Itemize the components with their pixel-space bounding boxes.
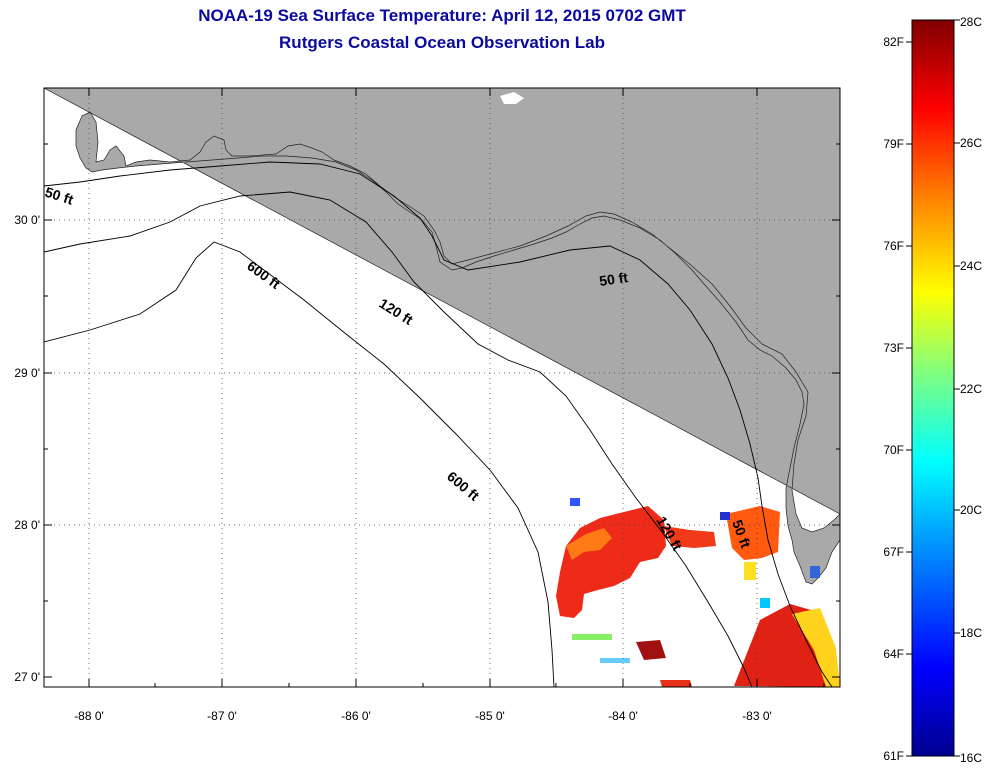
lon-label-87: -87 0'	[207, 709, 237, 723]
map-title: NOAA-19 Sea Surface Temperature: April 1…	[198, 6, 686, 25]
cbar-label-73f: 73F	[883, 341, 904, 355]
latitude-labels: 30 0' 29 0' 28 0' 27 0'	[14, 213, 40, 684]
sst-patch-green-strip	[572, 634, 612, 640]
sst-patch-dark-red	[636, 640, 666, 660]
map-subtitle: Rutgers Coastal Ocean Observation Lab	[279, 33, 605, 52]
cbar-label-22c: 22C	[960, 382, 982, 396]
cbar-label-70f: 70F	[883, 443, 904, 457]
sst-patch-cyan-east	[760, 598, 770, 608]
cbar-label-28c: 28C	[960, 15, 982, 29]
land-area	[44, 88, 840, 585]
sst-patch-yellow-coast	[792, 608, 840, 687]
cbar-label-24c: 24C	[960, 259, 982, 273]
lon-label-83: -83 0'	[742, 709, 772, 723]
sst-patch-yellow-east	[744, 562, 756, 580]
cbar-label-67f: 67F	[883, 545, 904, 559]
axis-ticks	[44, 88, 840, 687]
lat-label-30: 30 0'	[14, 213, 40, 227]
map-frame	[43, 87, 841, 688]
lat-label-28: 28 0'	[14, 518, 40, 532]
cbar-label-16c: 16C	[960, 751, 982, 765]
lon-label-88: -88 0'	[74, 709, 104, 723]
colorbar-fahrenheit-labels: 82F 79F 76F 73F 70F 67F 64F 61F	[883, 35, 904, 763]
sst-patch-warm-west	[556, 506, 666, 618]
lon-label-86: -86 0'	[341, 709, 371, 723]
cbar-label-82f: 82F	[883, 35, 904, 49]
colorbar	[911, 19, 955, 757]
sst-patch-small-south	[660, 680, 692, 687]
sst-patch-east	[726, 506, 780, 560]
sst-patch-orange-west	[566, 528, 612, 560]
cbar-label-61f: 61F	[883, 749, 904, 763]
lat-label-27: 27 0'	[14, 670, 40, 684]
isobath-120ft	[44, 191, 753, 687]
sst-patch-blue-dot	[570, 498, 580, 506]
sst-data-patches	[556, 498, 840, 687]
cbar-label-20c: 20C	[960, 503, 982, 517]
sst-patch-blue-dot-east	[720, 512, 730, 520]
cbar-label-26c: 26C	[960, 136, 982, 150]
isobath-lines	[44, 161, 833, 687]
bay-water	[46, 158, 86, 174]
sst-patch-cyan-strip	[600, 658, 630, 663]
colorbar-ticks	[906, 19, 960, 757]
colorbar-celsius-labels: 28C 26C 24C 22C 20C 18C 16C	[960, 15, 982, 765]
inland-lake	[500, 92, 524, 104]
sst-patch-mid	[664, 526, 716, 548]
lat-label-29: 29 0'	[14, 366, 40, 380]
cbar-label-64f: 64F	[883, 647, 904, 661]
cbar-label-79f: 79F	[883, 137, 904, 151]
lon-label-85: -85 0'	[475, 709, 505, 723]
lon-label-84: -84 0'	[608, 709, 638, 723]
cbar-label-76f: 76F	[883, 239, 904, 253]
longitude-labels: -88 0' -87 0' -86 0' -85 0' -84 0' -83 0…	[74, 709, 772, 723]
sst-patch-blue-coast	[810, 566, 820, 578]
cbar-label-18c: 18C	[960, 626, 982, 640]
contour-label-50ft-east: 50 ft	[598, 269, 629, 289]
isobath-50ft	[44, 161, 833, 687]
isobath-600ft	[44, 241, 555, 687]
